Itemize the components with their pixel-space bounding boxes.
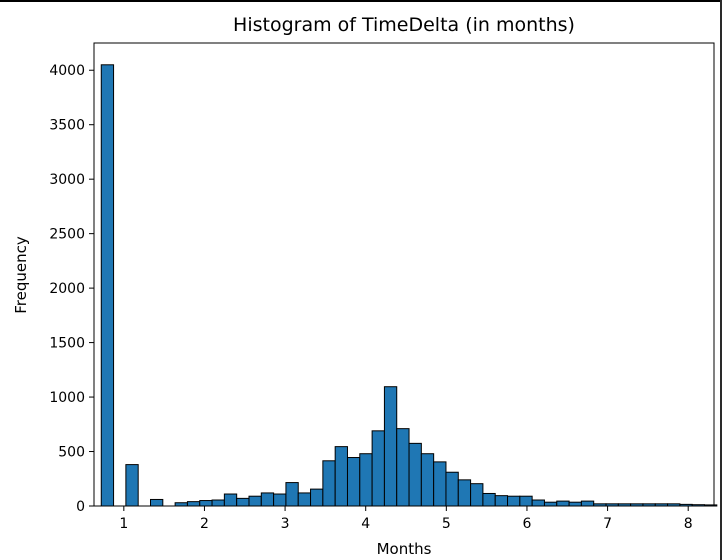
histogram-bar [519,495,533,507]
histogram-bar [420,453,435,507]
histogram-bar [346,457,361,507]
y-tick-label: 2500 [49,227,85,243]
histogram-bar [470,483,484,507]
histogram-bar [482,492,496,507]
histogram-bar [507,495,521,507]
histogram-bar [223,493,238,507]
histogram-bar [371,430,385,507]
histogram-bar [445,471,459,507]
x-tick-label: 4 [361,516,370,532]
window-top-border [0,0,722,2]
histogram-bar [580,500,595,507]
histogram-bar [125,464,139,507]
histogram-bar [396,428,410,507]
histogram-bar [322,460,336,507]
x-tick-label: 7 [603,516,612,532]
x-tick-label: 1 [119,516,128,532]
y-tick-label: 3500 [49,118,85,134]
histogram-bar [359,453,373,507]
histogram-bar [531,499,545,507]
y-tick-label: 3000 [49,172,85,188]
histogram-bar [100,64,115,507]
y-axis-ticks: 0 500 1000 1500 2000 2500 3000 3500 4000 [49,63,94,515]
histogram-bar [150,498,164,507]
histogram-bar [433,461,447,507]
histogram-bar [556,500,570,507]
histogram-bar [457,479,472,507]
histogram-bar [236,497,250,507]
y-tick-label: 4000 [49,63,85,79]
histogram-bar [310,488,324,507]
x-tick-label: 6 [522,516,531,532]
x-tick-label: 5 [442,516,451,532]
histogram-bar [297,492,312,507]
y-tick-label: 1000 [49,390,85,406]
histogram-bar [334,446,348,507]
histogram-bar [543,501,558,507]
histogram-bar [186,501,201,507]
chart-title: Histogram of TimeDelta (in months) [233,14,575,36]
histogram-bar [285,482,299,507]
histogram-bar [273,493,287,507]
window-right-border [720,0,722,560]
y-axis-label: Frequency [12,236,30,314]
y-tick-label: 0 [76,499,85,515]
y-tick-label: 500 [58,445,85,461]
histogram-bar [248,495,262,507]
x-tick-label: 8 [684,516,693,532]
histogram-bar [260,492,275,507]
x-tick-label: 3 [281,516,290,532]
histogram-bar [568,501,582,507]
histogram-bar [494,495,509,507]
histogram-bar [211,499,225,507]
y-tick-label: 1500 [49,336,85,352]
x-tick-label: 2 [200,516,209,532]
histogram-bar [199,500,213,507]
x-axis-ticks: 1 2 3 4 5 6 7 8 [119,506,693,532]
x-axis-label: Months [377,540,432,558]
y-tick-label: 2000 [49,281,85,297]
bars-group [100,64,718,507]
histogram-bar [408,442,422,507]
histogram-bar [383,386,398,507]
plot-frame [93,42,715,507]
